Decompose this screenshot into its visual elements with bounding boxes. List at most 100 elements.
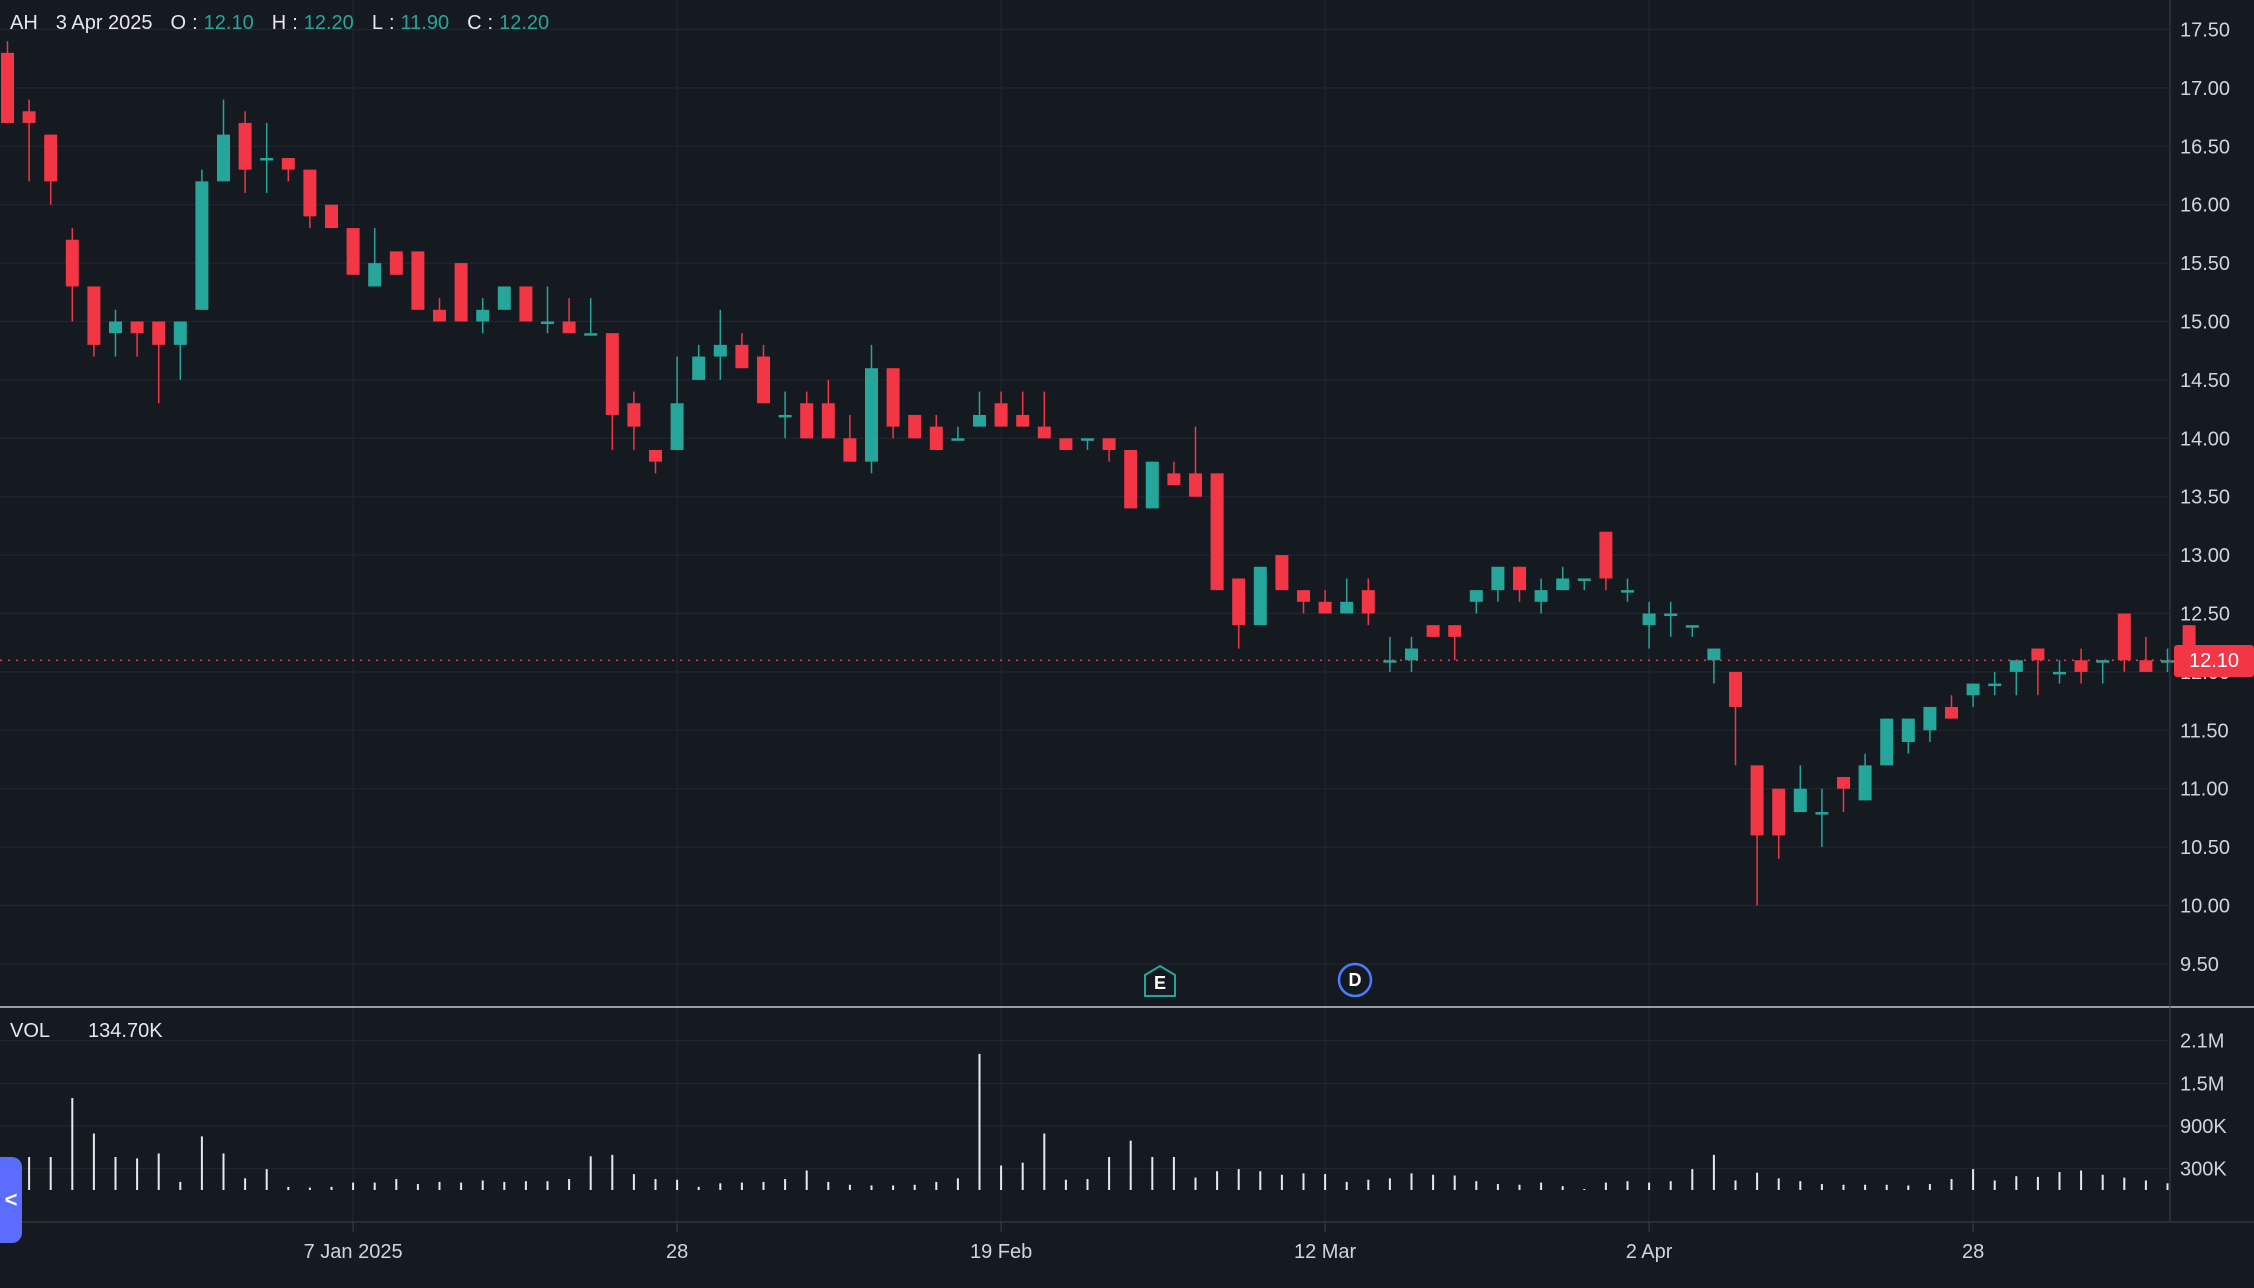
collapse-panel-button[interactable]: < (0, 1157, 22, 1243)
candle-body (541, 321, 554, 324)
candle-body (1405, 648, 1418, 661)
candle (2117, 613, 2131, 672)
candle-body (44, 134, 58, 182)
candle-body (1, 52, 14, 123)
dividend-marker[interactable]: D (1337, 962, 1373, 998)
candle (541, 286, 554, 334)
candle (1275, 555, 1289, 591)
candle-body (821, 403, 835, 439)
candle-body (1081, 438, 1094, 441)
candle-body (281, 157, 295, 170)
candle-body (65, 239, 79, 287)
candle (389, 251, 403, 275)
candle (1837, 777, 1850, 813)
candle (260, 122, 274, 194)
candle-body (1297, 590, 1310, 602)
candle-body (1145, 461, 1159, 509)
candle (778, 391, 792, 439)
candle-body (865, 368, 878, 462)
candle-body (1340, 601, 1354, 614)
candle-body (1685, 625, 1699, 628)
candle (800, 391, 814, 439)
price-tick-label: 10.00 (2180, 896, 2230, 918)
candle-body (627, 403, 641, 427)
last-price-tag: 12.10 (2174, 645, 2254, 677)
candle-body (152, 321, 166, 345)
candle (217, 99, 230, 182)
candle-body (1318, 601, 1332, 614)
candle-body (1383, 660, 1397, 663)
candle-body (1016, 414, 1030, 427)
candle (1621, 578, 1634, 602)
candle (605, 333, 619, 450)
candle (1145, 461, 1159, 509)
candle (238, 111, 252, 194)
time-tick-label: 19 Feb (970, 1241, 1032, 1263)
price-tick-label: 17.50 (2180, 20, 2230, 42)
candle (1037, 391, 1051, 439)
candle (1340, 578, 1354, 614)
candle (303, 169, 317, 229)
candle (497, 286, 511, 310)
price-tick-label: 11.50 (2180, 720, 2229, 742)
candle-body (778, 414, 792, 418)
price-tick-label: 13.50 (2180, 487, 2230, 509)
candle-body (2074, 660, 2088, 672)
candle-body (1253, 566, 1267, 626)
legend-low: L:11.90 (371, 12, 450, 34)
candle (1318, 590, 1332, 614)
candle (757, 344, 770, 404)
candle (2053, 660, 2066, 684)
candle-body (1210, 473, 1224, 591)
candle-body (886, 368, 900, 427)
candle (433, 298, 446, 322)
candle-body (973, 414, 986, 427)
price-tick-label: 10.50 (2180, 837, 2230, 859)
candle-body (1793, 788, 1807, 813)
candle (929, 414, 943, 450)
candle-body (800, 403, 814, 439)
candle-body (1167, 473, 1181, 486)
price-tick-label: 14.00 (2180, 428, 2230, 450)
earnings-marker[interactable]: E (1143, 964, 1177, 998)
candle (44, 134, 58, 205)
candle-body (1750, 765, 1764, 836)
candle (1469, 590, 1483, 614)
candle-body (584, 333, 598, 336)
time-tick-label: 28 (666, 1241, 688, 1263)
candle-body (497, 286, 511, 310)
candle-body (389, 251, 403, 275)
price-tick-label: 14.50 (2180, 370, 2230, 392)
candle (87, 286, 101, 357)
candle-body (87, 286, 101, 345)
candle-body (2096, 660, 2110, 663)
candle (1513, 566, 1526, 602)
candle-body (735, 344, 749, 369)
candle (1793, 765, 1807, 813)
candle-body (757, 356, 770, 404)
candle-body (2139, 660, 2153, 672)
candle-body (1923, 706, 1937, 731)
time-tick-label: 12 Mar (1294, 1241, 1357, 1263)
candle (2009, 660, 2023, 696)
candle (994, 391, 1008, 427)
candle (1534, 578, 1548, 614)
candle (627, 391, 641, 450)
candle (1750, 765, 1764, 906)
candle-body (109, 321, 122, 334)
candle (65, 228, 79, 322)
candle-body (649, 449, 662, 462)
candle-body (130, 321, 144, 334)
candle-body (605, 333, 619, 415)
price-tick-label: 9.50 (2180, 954, 2219, 976)
candle (1729, 671, 1742, 766)
candle (908, 414, 922, 439)
candle (1383, 636, 1397, 672)
candle (2031, 648, 2045, 696)
candle-body (843, 438, 857, 462)
candle (325, 204, 338, 229)
candle (281, 157, 295, 182)
candle (1232, 578, 1246, 649)
